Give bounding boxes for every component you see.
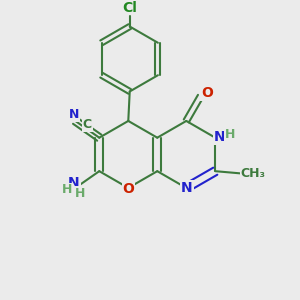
Text: O: O bbox=[123, 182, 134, 197]
Text: H: H bbox=[225, 128, 236, 141]
Text: N: N bbox=[214, 130, 226, 144]
Text: Cl: Cl bbox=[122, 1, 137, 15]
Text: N: N bbox=[68, 176, 80, 190]
Text: H: H bbox=[62, 183, 72, 196]
Text: CH₃: CH₃ bbox=[240, 167, 265, 180]
Text: O: O bbox=[201, 86, 213, 100]
Text: C: C bbox=[83, 118, 92, 131]
Text: N: N bbox=[68, 109, 79, 122]
Text: N: N bbox=[181, 181, 193, 195]
Text: H: H bbox=[74, 187, 85, 200]
